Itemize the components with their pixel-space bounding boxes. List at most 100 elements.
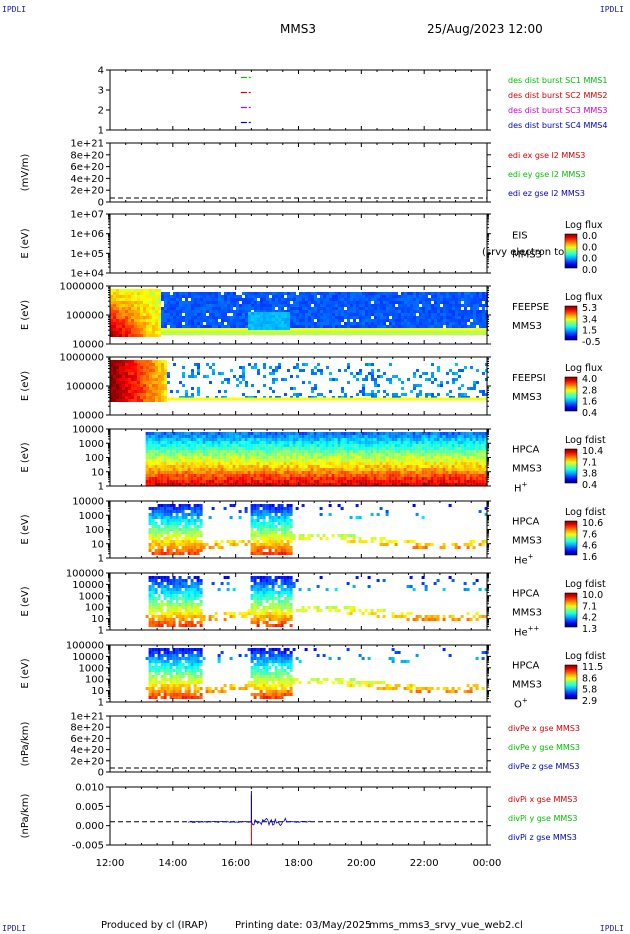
spectrogram-cell — [346, 465, 350, 468]
spectrogram-cell — [226, 432, 230, 435]
spectrogram-cell — [451, 444, 455, 447]
spectrogram-cell — [455, 301, 458, 304]
spectrogram-cell — [322, 438, 326, 441]
spectrogram-cell — [140, 390, 143, 393]
spectrogram-cell — [283, 450, 287, 453]
spectrogram-cell — [385, 432, 389, 435]
spectrogram-cell — [418, 438, 422, 441]
spectrogram-cell — [223, 480, 227, 483]
spectrogram-cell — [371, 369, 374, 372]
spectrogram-cell — [146, 331, 149, 334]
spectrogram-cell — [383, 292, 386, 295]
spectrogram-cell — [379, 453, 383, 456]
spectrogram-cell — [128, 328, 131, 331]
spectrogram-cell — [317, 310, 320, 313]
spectrogram-cell — [163, 447, 167, 450]
spectrogram-cell — [284, 327, 287, 330]
spectrogram-cell — [116, 363, 119, 366]
spectrogram-cell — [155, 289, 158, 292]
spectrogram-cell — [128, 369, 131, 372]
spectrogram-cell — [376, 483, 380, 486]
spectrogram-cell — [214, 474, 218, 477]
spectrogram-cell — [155, 304, 158, 307]
spectrogram-cell — [131, 289, 134, 292]
spectrogram-cell — [331, 471, 335, 474]
spectrogram-cell — [467, 325, 470, 328]
spectrogram-cell — [274, 447, 278, 450]
spectrogram-cell — [272, 378, 275, 381]
spectrogram-cell — [137, 325, 140, 328]
spectrogram-cell — [140, 378, 143, 381]
spectrogram-cell — [308, 325, 311, 328]
spectrogram-cell — [374, 304, 377, 307]
spectrogram-cell — [335, 322, 338, 325]
spectrogram-cell — [277, 465, 281, 468]
spectrogram-cell — [125, 316, 128, 319]
spectrogram-cell — [283, 468, 287, 471]
spectrogram-cell — [287, 318, 290, 321]
spectrogram-cell — [262, 444, 266, 447]
spectrogram-cell — [116, 328, 119, 331]
spectrogram-cell — [479, 292, 482, 295]
spectrogram-cell — [430, 435, 434, 438]
spectrogram-cell — [430, 447, 434, 450]
spectrogram-cell — [268, 459, 272, 462]
spectrogram-cell — [361, 462, 365, 465]
spectrogram-cell — [238, 450, 242, 453]
spectrogram-cell — [122, 375, 125, 378]
spectrogram-cell — [425, 396, 428, 399]
spectrogram-cell — [305, 301, 308, 304]
spectrogram-cell — [178, 447, 182, 450]
spectrogram-cell — [305, 322, 308, 325]
spectrogram-cell — [362, 295, 365, 298]
spectrogram-cell — [275, 378, 278, 381]
spectrogram-cell — [200, 295, 203, 298]
spectrogram-cell — [271, 465, 275, 468]
spectrogram-cell — [412, 471, 416, 474]
spectrogram-cell — [169, 441, 173, 444]
spectrogram-cell — [125, 384, 128, 387]
spectrogram-cell — [437, 322, 440, 325]
spectrogram-cell — [110, 360, 113, 363]
spectrogram-cell — [128, 325, 131, 328]
spectrogram-cell — [448, 465, 452, 468]
spectrogram-cell — [397, 441, 401, 444]
spectrogram-cell — [476, 304, 479, 307]
spectrogram-cell — [434, 301, 437, 304]
spectrogram-cell — [146, 319, 149, 322]
spectrogram-cell — [148, 432, 152, 435]
spectrogram-cell — [382, 480, 386, 483]
spectrogram-cell — [113, 363, 116, 366]
spectrogram-cell — [113, 301, 116, 304]
spectrogram-cell — [458, 310, 461, 313]
spectrogram-cell — [440, 316, 443, 319]
spectrogram-cell — [128, 378, 131, 381]
spectrogram-cell — [292, 456, 296, 459]
spectrogram-cell — [152, 313, 155, 316]
spectrogram-cell — [364, 480, 368, 483]
spectrogram-cell — [193, 450, 197, 453]
spectrogram-cell — [343, 435, 347, 438]
spectrogram-cell — [385, 462, 389, 465]
spectrogram-cell — [418, 483, 422, 486]
spectrogram-cell — [416, 322, 419, 325]
spectrogram-cell — [286, 441, 290, 444]
spectrogram-cell — [469, 435, 473, 438]
spectrogram-cell — [226, 438, 230, 441]
spectrogram-cell — [260, 301, 263, 304]
spectrogram-cell — [349, 453, 353, 456]
colorbar-feepse — [564, 305, 578, 341]
spectrogram-cell — [254, 298, 257, 301]
spectrogram-cell — [248, 301, 251, 304]
spectrogram-cell — [158, 372, 161, 375]
spectrogram-cell — [226, 483, 230, 486]
spectrogram-cell — [143, 387, 146, 390]
spectrogram-cell — [416, 396, 419, 399]
spectrogram-cell — [308, 298, 311, 301]
spectrogram-cell — [379, 435, 383, 438]
spectrogram-cell — [137, 393, 140, 396]
spectrogram-cell — [151, 438, 155, 441]
spectrogram-cell — [415, 447, 419, 450]
spectrogram-cell — [248, 315, 251, 318]
spectrogram-cell — [178, 471, 182, 474]
